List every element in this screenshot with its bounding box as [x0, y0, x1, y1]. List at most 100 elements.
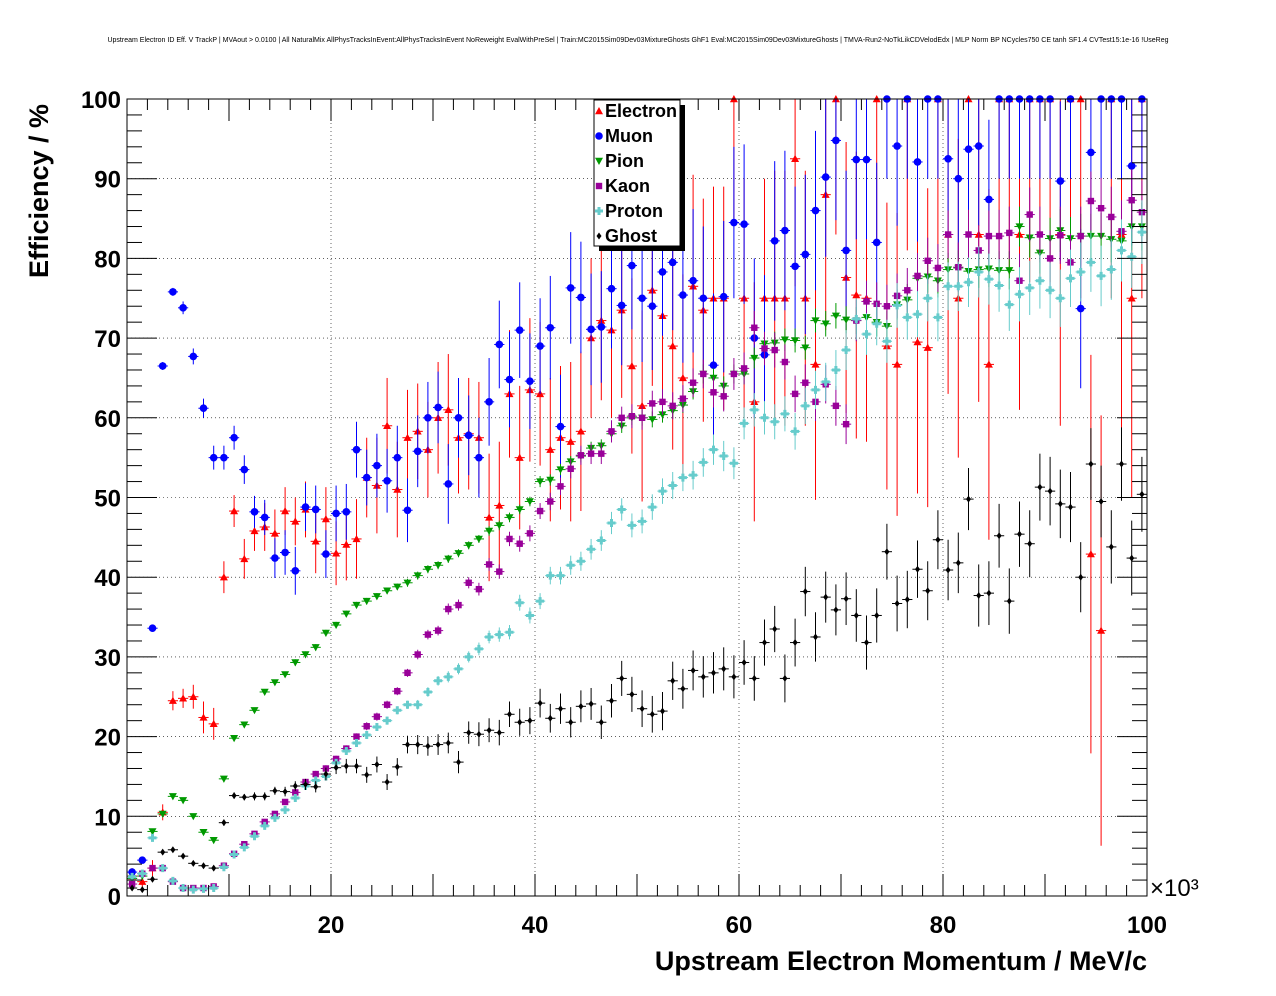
pion-data-point — [1015, 223, 1024, 231]
x-axis-title: Upstream Electron Momentum / MeV/c — [655, 946, 1147, 976]
proton-data-point — [291, 793, 300, 802]
ghost-data-point — [262, 792, 268, 800]
ghost-data-point — [211, 864, 217, 872]
muon-data-point — [271, 554, 279, 562]
proton-data-point — [485, 632, 494, 641]
electron-data-point — [893, 360, 902, 368]
proton-data-point — [556, 571, 565, 580]
ghost-data-point — [894, 600, 900, 608]
pion-data-point — [250, 707, 259, 715]
ghost-data-point — [976, 592, 982, 600]
muon-data-point — [719, 292, 728, 301]
proton-data-point — [311, 776, 320, 785]
proton-data-point — [352, 738, 361, 747]
muon-data-point — [240, 465, 249, 474]
kaon-data-point — [781, 358, 789, 366]
electron-data-point — [250, 526, 259, 535]
x-tick-label: 60 — [726, 912, 753, 939]
proton-data-point — [780, 409, 789, 418]
kaon-data-point — [312, 770, 319, 778]
legend-label-muon: Muon — [605, 126, 653, 146]
proton-data-point — [811, 385, 820, 394]
pion-data-point — [362, 597, 371, 606]
muon-data-point — [138, 856, 147, 864]
proton-data-point — [219, 863, 228, 872]
proton-data-point — [576, 557, 585, 566]
pion-data-point — [811, 317, 820, 325]
muon-data-point — [526, 377, 534, 385]
x-tick-label: 20 — [318, 912, 345, 939]
pion-data-point — [515, 506, 524, 514]
series-muon — [127, 95, 1147, 876]
proton-data-point — [719, 452, 728, 461]
ghost-data-point — [527, 717, 533, 725]
kaon-data-point — [689, 379, 697, 386]
proton-data-point — [689, 471, 698, 480]
proton-data-point — [464, 652, 473, 661]
proton-data-point — [383, 716, 392, 725]
y-axis-title: Efficiency / % — [24, 104, 54, 278]
ghost-data-point — [813, 633, 818, 641]
ghost-data-point — [619, 674, 625, 682]
ghost-data-point — [547, 714, 553, 722]
proton-data-point — [678, 473, 687, 482]
pion-data-point — [209, 837, 218, 845]
proton-data-point — [1015, 290, 1024, 299]
ghost-data-point — [802, 588, 808, 596]
electron-data-point — [383, 421, 392, 429]
proton-data-point — [515, 598, 524, 607]
ghost-data-point — [1108, 543, 1114, 551]
kaon-data-point — [863, 298, 870, 305]
legend-label-kaon: Kaon — [605, 176, 650, 196]
electron-data-point — [566, 437, 575, 445]
muon-data-point — [230, 433, 238, 442]
kaon-data-point — [577, 452, 585, 459]
ghost-data-point — [221, 819, 227, 827]
kaon-data-point — [598, 450, 605, 457]
ghost-data-point — [496, 729, 502, 737]
pion-data-point — [1005, 267, 1014, 275]
muon-data-point — [944, 154, 952, 163]
proton-data-point — [607, 519, 616, 528]
muon-data-point — [250, 508, 259, 516]
pion-data-point — [444, 555, 453, 563]
electron-data-point — [811, 360, 820, 368]
proton-data-point — [546, 571, 555, 580]
ghost-data-point — [139, 886, 145, 894]
proton-data-point — [964, 278, 973, 287]
proton-data-point — [1066, 274, 1075, 283]
proton-data-point — [138, 869, 147, 878]
ghost-data-point — [1006, 597, 1012, 605]
ghost-data-point — [690, 666, 696, 674]
muon-data-point — [444, 480, 453, 488]
muon-data-point — [852, 155, 861, 164]
proton-data-point — [974, 267, 983, 276]
pion-data-point — [199, 829, 208, 837]
muon-data-point — [362, 473, 371, 482]
ghost-data-point — [843, 595, 849, 603]
kaon-data-point — [373, 713, 381, 720]
ghost-data-point — [160, 848, 166, 856]
proton-data-point — [729, 459, 738, 468]
muon-data-point — [689, 276, 697, 285]
series-ghost — [127, 427, 1147, 894]
ghost-data-point — [833, 606, 839, 614]
kaon-data-point — [485, 561, 493, 568]
electron-data-point — [668, 342, 677, 350]
proton-data-point — [566, 561, 575, 570]
proton-data-point — [933, 313, 942, 322]
kaon-data-point — [1046, 255, 1054, 262]
kaon-data-point — [414, 651, 421, 658]
proton-data-point — [954, 282, 963, 291]
pion-data-point — [321, 629, 330, 637]
ghost-data-point — [394, 763, 400, 771]
pion-data-point — [148, 828, 157, 836]
ghost-data-point — [292, 782, 298, 790]
ghost-data-point — [609, 697, 614, 705]
kaon-data-point — [526, 530, 534, 537]
kaon-data-point — [710, 389, 717, 396]
muon-data-point — [628, 261, 636, 270]
proton-data-point — [801, 401, 810, 410]
ghost-data-point — [915, 565, 920, 573]
kaon-data-point — [1097, 204, 1105, 212]
